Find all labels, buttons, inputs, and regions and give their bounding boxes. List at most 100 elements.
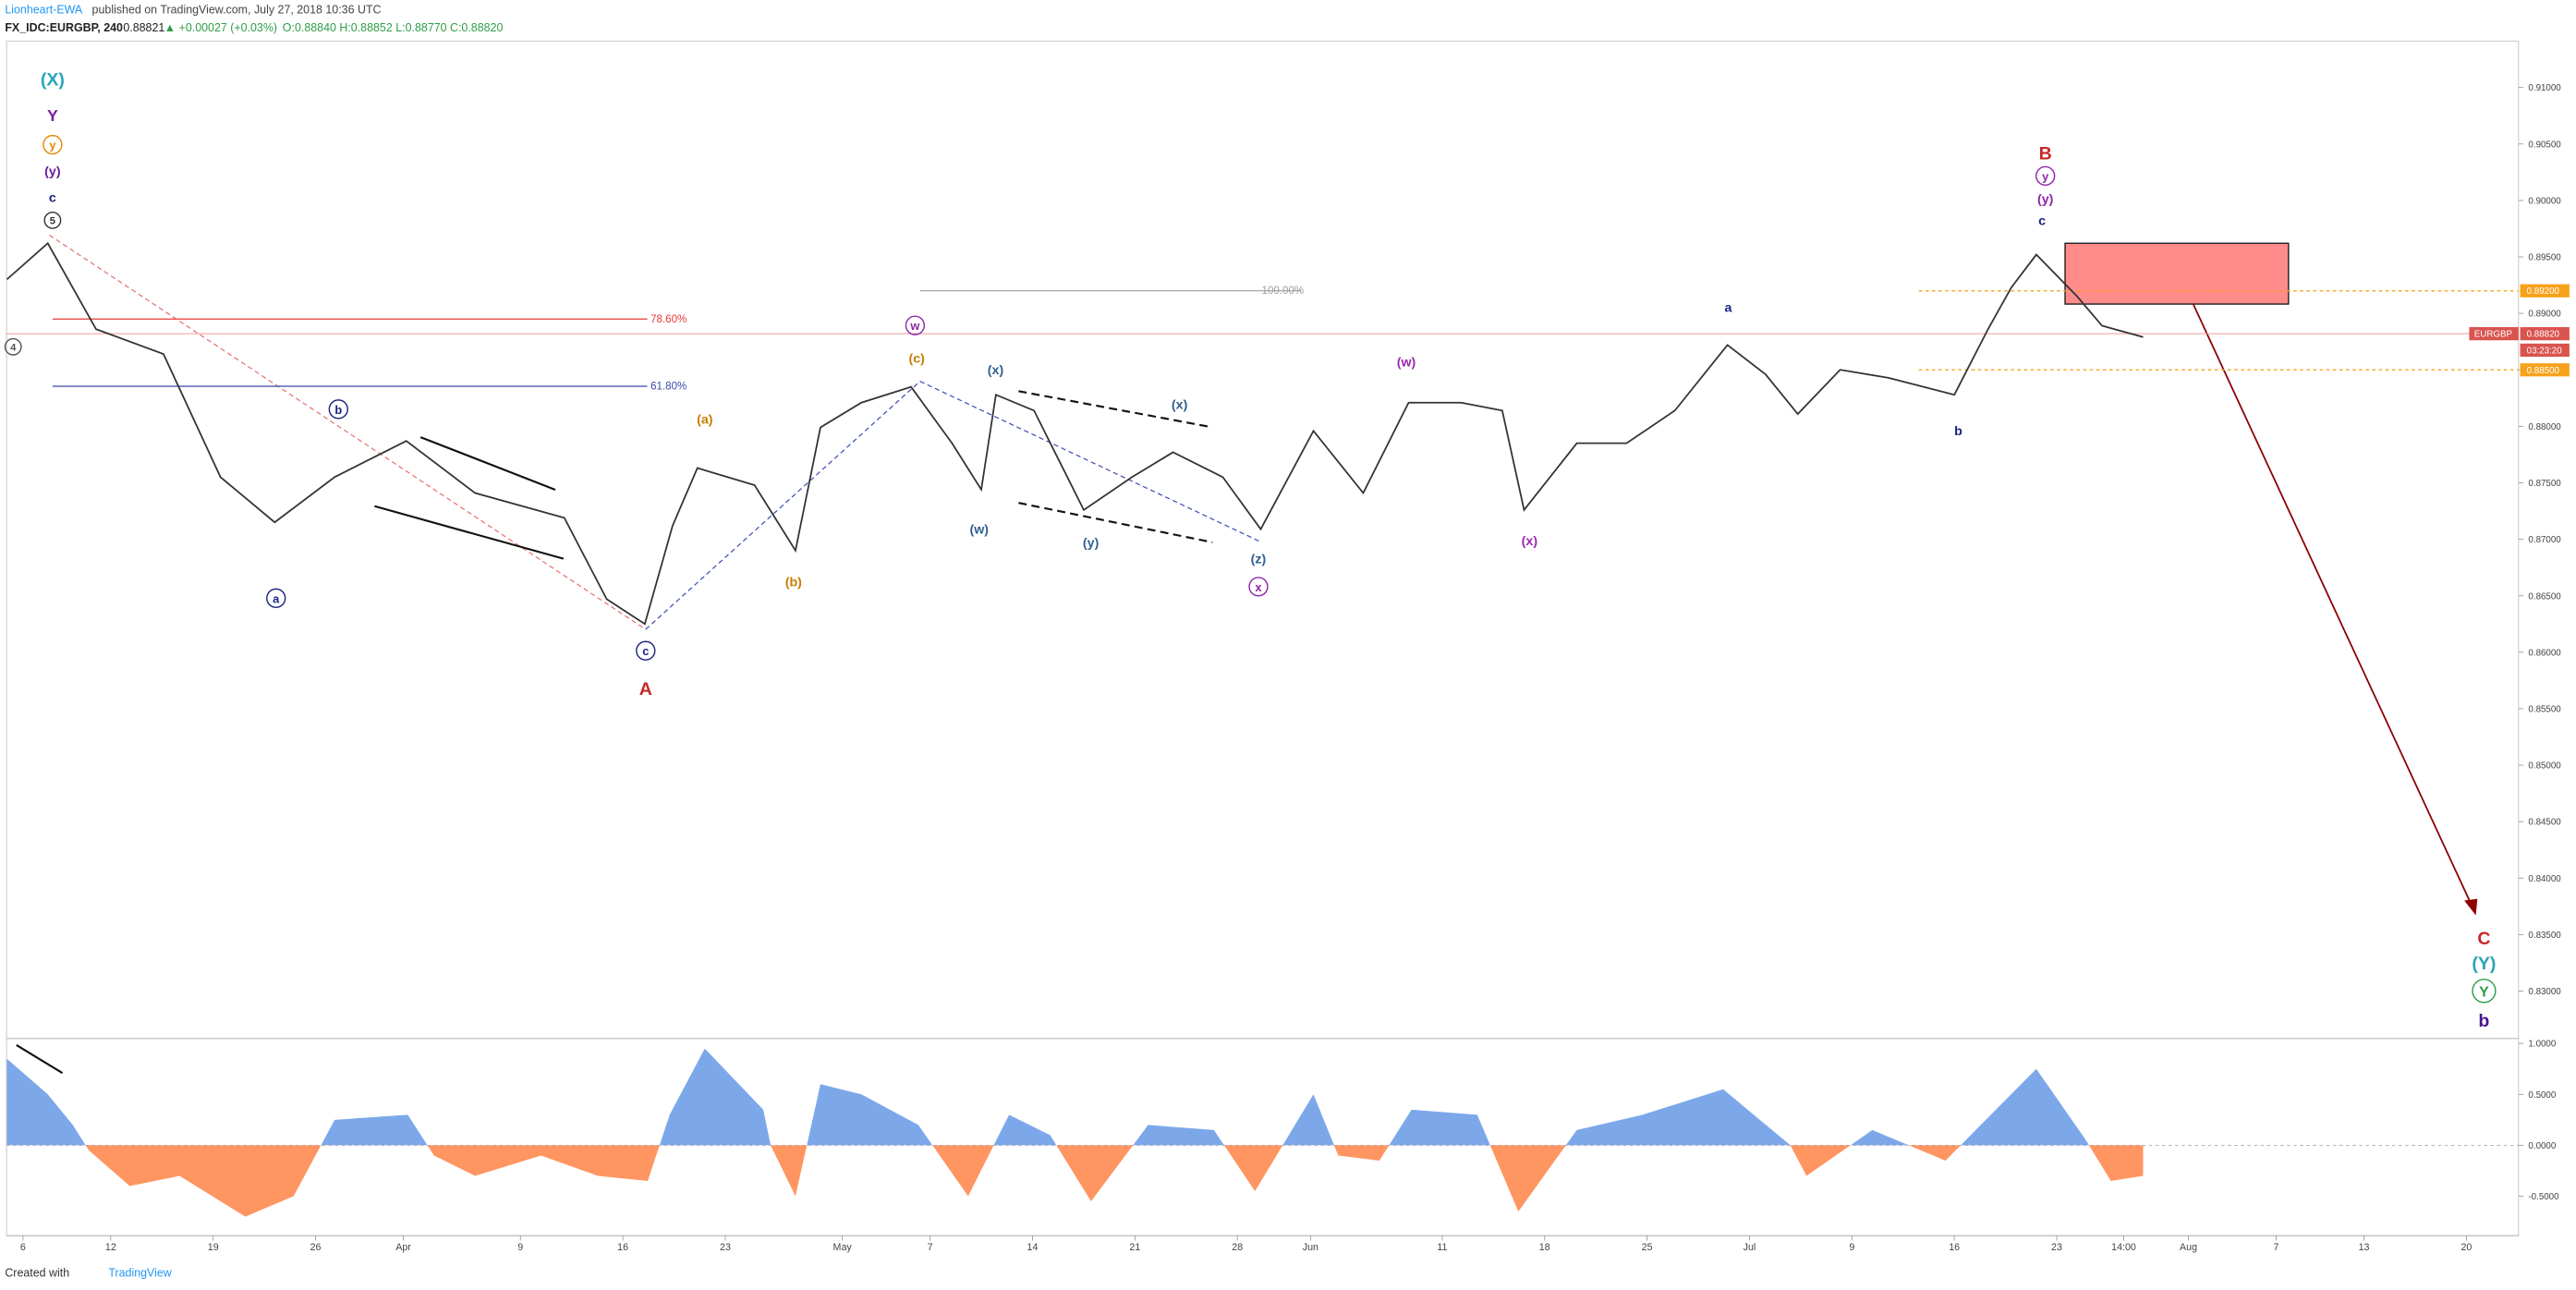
wave-label: (w): [969, 523, 989, 538]
symbol-tag: [2469, 327, 2519, 341]
wave-label: w: [909, 319, 919, 333]
wave-label: y: [49, 139, 56, 152]
wave-circle: [328, 399, 348, 420]
wave-circle: [266, 588, 286, 608]
wave-label: b: [334, 403, 342, 417]
trend-line: [645, 381, 921, 630]
osc-positive: [6, 1048, 2089, 1146]
change: ▲ +0.00027 (+0.03%): [164, 21, 277, 34]
price-line-series: [6, 241, 2144, 626]
channel-line: [419, 436, 556, 491]
wave-label: c: [2038, 213, 2046, 228]
arrow-head: [2464, 898, 2478, 916]
wave-label: 5: [50, 216, 55, 227]
footer-created: Created with: [5, 1267, 69, 1280]
last-price: 0.88821: [123, 21, 164, 34]
wave-label: (Y): [2472, 954, 2496, 974]
y-tick-label: 0.5000: [2528, 1090, 2556, 1101]
y-tick-label: 0.83000: [2528, 987, 2561, 997]
price-tag: [2520, 284, 2570, 298]
x-tick-label: Aug: [2180, 1242, 2197, 1253]
wave-label: (y): [44, 164, 61, 179]
y-tick-label: 0.88000: [2528, 422, 2561, 432]
wave-circle: [905, 315, 926, 335]
wave-label: (z): [1251, 553, 1267, 567]
y-tick-label: 0.85000: [2528, 761, 2561, 772]
x-tick-label: May: [833, 1242, 853, 1253]
channel-line: [374, 505, 565, 560]
x-tick-label: 23: [2051, 1242, 2062, 1253]
x-tick-label: 14:00: [2111, 1242, 2136, 1253]
y-tick-label: 0.87500: [2528, 479, 2561, 489]
y-tick-label: 0.90500: [2528, 140, 2561, 150]
x-tick-label: 9: [517, 1242, 523, 1253]
wave-circle: [2472, 979, 2497, 1004]
symbol-tag-label: EURGBP: [2474, 330, 2512, 340]
wave-circle: [4, 337, 22, 356]
price-tag: [2520, 327, 2570, 341]
y-tick-label: 0.85500: [2528, 704, 2561, 714]
x-tick-label: 28: [1232, 1242, 1243, 1253]
wave-label: (c): [908, 352, 925, 367]
wave-label: (x): [1522, 534, 1538, 549]
channel-line: [1018, 502, 1213, 543]
y-tick-label: 0.87000: [2528, 535, 2561, 545]
x-tick-label: Apr: [395, 1242, 411, 1253]
author[interactable]: Lionheart-EWA: [5, 3, 83, 16]
y-tick-label: 1.0000: [2528, 1040, 2556, 1050]
wave-label: 4: [10, 343, 17, 354]
wave-label: A: [639, 679, 652, 700]
y-tick-label: 0.89500: [2528, 253, 2561, 263]
wave-label: y: [2042, 169, 2049, 183]
fib-label: 61.80%: [650, 382, 687, 393]
x-tick-label: 16: [617, 1242, 628, 1253]
x-tick-label: 18: [1539, 1242, 1550, 1253]
wave-label: (y): [1083, 536, 1100, 551]
wave-label: (y): [2037, 192, 2054, 207]
y-tick-label: 0.83500: [2528, 931, 2561, 941]
x-tick-label: 23: [720, 1242, 731, 1253]
x-tick-label: 7: [928, 1242, 933, 1253]
wave-circle: [43, 134, 63, 155]
y-tick-label: -0.5000: [2528, 1192, 2559, 1202]
footer-brand[interactable]: TradingView: [108, 1267, 172, 1280]
countdown-label: 03:23:20: [2527, 346, 2563, 356]
x-tick-label: 13: [2359, 1242, 2370, 1253]
x-tick-label: Jul: [1744, 1242, 1756, 1253]
symbol: FX_IDC:EURGBP, 240: [5, 21, 123, 34]
trend-line: [48, 234, 647, 630]
y-tick-label: 0.89000: [2528, 310, 2561, 320]
projection-arrow: [2192, 303, 2473, 907]
y-tick-label: 0.84000: [2528, 874, 2561, 884]
y-tick-label: 0.86500: [2528, 591, 2561, 602]
x-tick-label: 21: [1129, 1242, 1140, 1253]
price-tag-label: 0.88820: [2527, 330, 2560, 340]
wave-label: a: [1725, 301, 1732, 316]
price-tag-label: 0.89200: [2527, 286, 2560, 297]
y-tick-label: 0.91000: [2528, 83, 2561, 93]
x-tick-label: 9: [1849, 1242, 1854, 1253]
osc-negative: [6, 1145, 2144, 1217]
price-tag: [2520, 363, 2570, 377]
fib-label: 78.60%: [650, 314, 687, 325]
wave-label: x: [1255, 580, 1262, 594]
wave-label: c: [49, 190, 56, 205]
wave-label: b: [2478, 1011, 2489, 1031]
x-tick-label: 20: [2461, 1242, 2472, 1253]
fib-label: 100.00%: [1262, 286, 1305, 297]
wave-circle: [43, 211, 62, 229]
target-zone: [2064, 242, 2290, 305]
wave-label: (x): [988, 363, 1004, 378]
wave-label: (X): [41, 69, 65, 90]
y-tick-label: 0.0000: [2528, 1141, 2556, 1151]
x-tick-label: 19: [208, 1242, 219, 1253]
wave-label: Y: [2479, 985, 2489, 1001]
x-tick-label: 11: [1437, 1242, 1447, 1253]
wave-label: a: [273, 591, 280, 605]
x-tick-label: 12: [105, 1242, 116, 1253]
wave-label: (b): [785, 576, 802, 590]
x-tick-label: 26: [310, 1242, 322, 1253]
ohlc: O:0.88840 H:0.88852 L:0.88770 C:0.88820: [283, 21, 504, 34]
